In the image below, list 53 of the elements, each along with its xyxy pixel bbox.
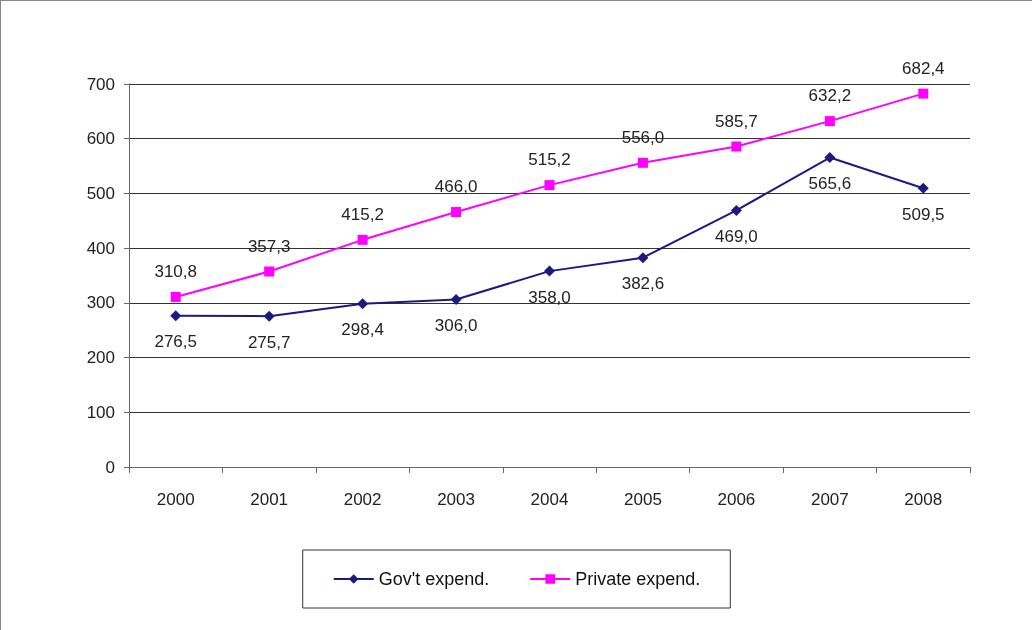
data-label: 585,7 (715, 111, 758, 131)
x-tick-label: 2008 (904, 490, 943, 509)
data-label: 275,7 (247, 332, 291, 352)
data-label: 632,2 (808, 86, 852, 106)
x-tick-label: 2000 (156, 490, 195, 509)
point (170, 310, 182, 322)
point (451, 207, 462, 218)
y-tick-label: 600 (86, 129, 115, 149)
point (357, 234, 368, 245)
x-tick-label: 2002 (343, 490, 382, 509)
y-tick-label: 400 (86, 238, 115, 258)
point (170, 291, 181, 302)
point (917, 182, 929, 194)
data-label: 509,5 (902, 204, 945, 224)
data-label: 466,0 (434, 177, 478, 197)
point (824, 152, 836, 164)
point (357, 298, 369, 310)
point (264, 266, 275, 277)
y-tick-label: 100 (86, 402, 115, 422)
data-label: 306,0 (434, 316, 478, 336)
point (263, 310, 275, 322)
point (824, 116, 835, 127)
point (730, 204, 742, 216)
data-label: 310,8 (154, 261, 197, 281)
data-label: 469,0 (715, 226, 758, 246)
data-label: 515,2 (528, 150, 571, 170)
data-label: 382,6 (621, 274, 665, 294)
y-tick-label: 0 (105, 457, 115, 477)
point (544, 180, 555, 191)
point (731, 141, 742, 152)
y-tick-label: 700 (86, 74, 115, 94)
x-tick-label: 2003 (437, 490, 475, 509)
data-label: 276,5 (154, 332, 197, 352)
data-label: 565,6 (808, 174, 852, 194)
y-tick-label: 300 (86, 293, 115, 313)
data-label: 682,4 (902, 58, 945, 78)
data-label: 358,0 (528, 287, 571, 307)
point (637, 252, 649, 264)
legend-label: Private expend. (575, 569, 701, 589)
x-tick-label: 2006 (717, 490, 756, 509)
point (918, 88, 929, 99)
x-tick-label: 2001 (250, 490, 289, 509)
x-tick-label: 2005 (624, 490, 662, 509)
point (450, 294, 462, 306)
point (544, 265, 555, 277)
legend-label: Gov't expend. (378, 569, 490, 589)
x-tick-label: 2007 (810, 490, 849, 509)
y-tick-label: 500 (86, 183, 115, 203)
y-tick-label: 200 (86, 348, 115, 368)
data-label: 298,4 (341, 320, 384, 340)
x-tick-label: 2004 (530, 490, 569, 509)
point (637, 157, 648, 168)
data-label: 415,2 (341, 204, 384, 224)
